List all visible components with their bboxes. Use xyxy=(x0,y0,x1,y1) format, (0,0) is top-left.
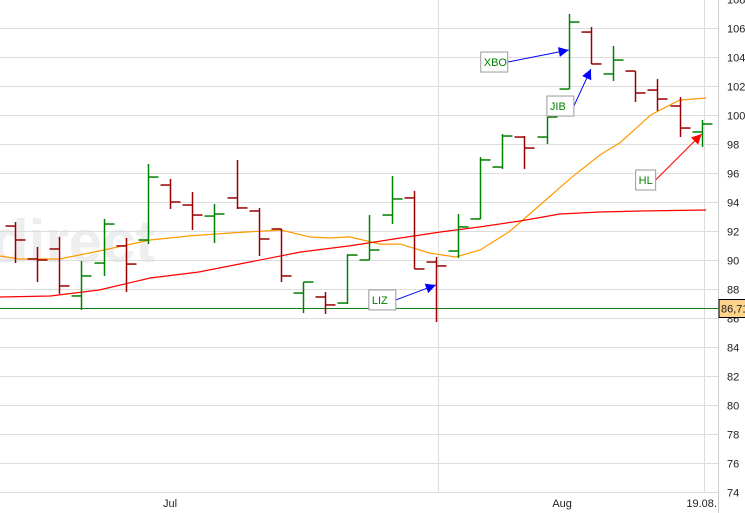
price-bars xyxy=(5,13,713,323)
axes: 7476788082848688909294969810010210410610… xyxy=(163,0,745,513)
y-tick-label: 90 xyxy=(727,256,739,268)
y-tick-label: 76 xyxy=(727,459,739,471)
annotation-arrowhead xyxy=(691,133,702,145)
annotation-box xyxy=(368,289,397,311)
grid xyxy=(0,0,718,493)
y-tick-label: 92 xyxy=(727,227,739,239)
annotation-box xyxy=(546,95,575,117)
annotations: XBO JIB HL LIZ xyxy=(368,47,703,311)
y-tick-label: 102 xyxy=(727,82,745,94)
annotation-label: HL xyxy=(639,175,653,187)
moving-average-long-line xyxy=(0,209,707,298)
annotation-label: JIB xyxy=(550,101,566,113)
y-tick-label: 84 xyxy=(727,343,739,355)
annotation-box xyxy=(480,51,509,73)
watermark: direct xyxy=(0,208,155,275)
last-price-label: 86,71 xyxy=(721,304,745,316)
y-tick-label: 80 xyxy=(727,401,739,413)
y-tick-label: 104 xyxy=(727,53,745,65)
y-tick-label: 82 xyxy=(727,372,739,384)
x-tick-label: 19.08. xyxy=(686,498,717,510)
y-tick-label: 98 xyxy=(727,140,739,152)
y-tick-label: 88 xyxy=(727,285,739,297)
y-tick-label: 96 xyxy=(727,169,739,181)
y-tick-label: 100 xyxy=(727,111,745,123)
annotation-arrow xyxy=(655,133,703,181)
annotation-arrowhead xyxy=(424,283,436,294)
y-tick-label: 106 xyxy=(727,24,745,36)
moving-average-short-line xyxy=(0,97,707,260)
moving-averages xyxy=(0,97,718,309)
annotation-arrowhead xyxy=(582,69,592,81)
annotation-label: XBO xyxy=(484,57,508,69)
y-tick-label: 94 xyxy=(727,198,739,210)
x-tick-label: Jul xyxy=(163,498,177,510)
y-tick-label: 108 xyxy=(727,0,745,7)
annotation-label: LIZ xyxy=(372,295,388,307)
annotation-arrow xyxy=(507,49,569,63)
annotation-arrowhead xyxy=(557,47,569,57)
last-price-box xyxy=(718,299,745,318)
y-tick-label: 74 xyxy=(727,488,739,500)
x-tick-label: Aug xyxy=(552,498,572,510)
y-tick-label: 78 xyxy=(727,430,739,442)
annotation-box xyxy=(635,169,657,191)
